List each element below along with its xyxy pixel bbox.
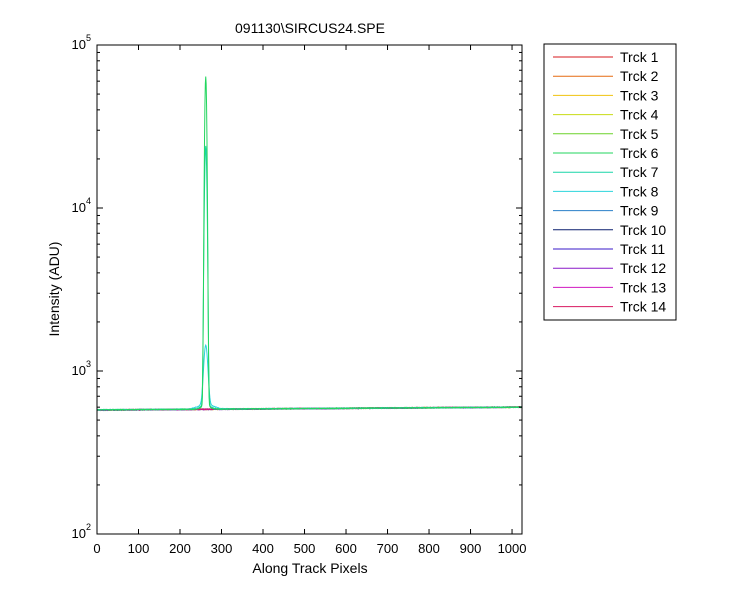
y-tick-exponent: 2 xyxy=(86,522,91,532)
y-axis-label: Intensity (ADU) xyxy=(46,242,62,337)
x-tick-label: 1000 xyxy=(498,541,527,556)
x-tick-label: 0 xyxy=(93,541,100,556)
x-tick-label: 100 xyxy=(128,541,150,556)
y-tick-exponent: 4 xyxy=(86,196,91,206)
y-tick-label: 105 xyxy=(72,33,91,52)
plot-frame xyxy=(96,44,523,535)
legend-label-12: Trck 12 xyxy=(620,260,666,276)
x-tick-label: 800 xyxy=(418,541,440,556)
y-tick-base: 10 xyxy=(72,363,86,378)
legend-label-13: Trck 13 xyxy=(620,279,666,295)
x-tick-label: 400 xyxy=(252,541,274,556)
x-axis-label: Along Track Pixels xyxy=(252,560,367,576)
x-tick-label: 200 xyxy=(169,541,191,556)
x-tick-label: 900 xyxy=(460,541,482,556)
y-tick-exponent: 5 xyxy=(86,33,91,43)
y-tick-label: 102 xyxy=(72,522,91,541)
x-tick-label: 500 xyxy=(294,541,316,556)
y-tick-label: 103 xyxy=(72,359,91,378)
y-tick-base: 10 xyxy=(72,526,86,541)
series-lines xyxy=(97,76,522,412)
legend-label-7: Trck 7 xyxy=(620,164,659,180)
x-tick-label: 700 xyxy=(377,541,399,556)
x-axis: 0 100 200 300 400 500 600 700 800 900 1000 xyxy=(93,45,527,556)
y-tick-exponent: 3 xyxy=(86,359,91,369)
x-tick-label: 300 xyxy=(211,541,233,556)
legend-label-8: Trck 8 xyxy=(620,183,659,199)
legend-label-2: Trck 2 xyxy=(620,68,659,84)
legend-label-5: Trck 5 xyxy=(620,126,659,142)
series-line-6 xyxy=(97,76,522,412)
legend-label-6: Trck 6 xyxy=(620,145,659,161)
legend-label-14: Trck 14 xyxy=(620,299,666,315)
y-tick-label: 104 xyxy=(72,196,91,215)
legend-label-1: Trck 1 xyxy=(620,49,659,65)
legend-label-3: Trck 3 xyxy=(620,87,659,103)
chart-title: 091130\SIRCUS24.SPE xyxy=(235,20,385,36)
legend-label-9: Trck 9 xyxy=(620,203,659,219)
plot-area xyxy=(97,45,522,534)
legend: Trck 1 Trck 2 Trck 3 Trck 4 Trck 5 Trck 6 Trck… xyxy=(543,43,677,321)
x-tick-label: 600 xyxy=(335,541,357,556)
legend-box xyxy=(543,43,677,321)
legend-label-10: Trck 10 xyxy=(620,222,666,238)
y-tick-base: 10 xyxy=(72,200,86,215)
y-tick-base: 10 xyxy=(72,37,86,52)
legend-label-4: Trck 4 xyxy=(620,107,659,123)
legend-label-11: Trck 11 xyxy=(620,241,665,257)
